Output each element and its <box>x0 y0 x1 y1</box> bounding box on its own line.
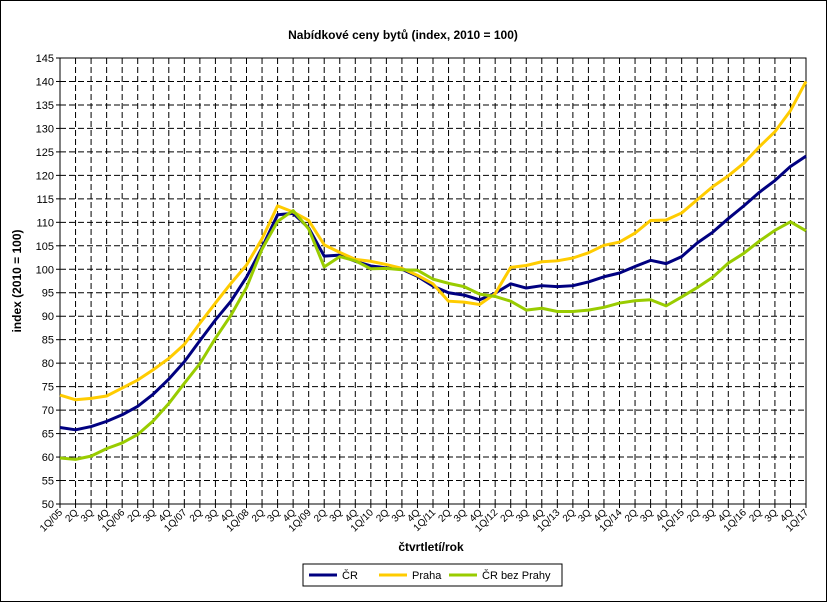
y-tick-label: 60 <box>42 452 54 464</box>
y-tick-label: 140 <box>36 76 54 88</box>
grid <box>60 58 806 504</box>
x-tick-label: 1Q/05 <box>38 507 65 534</box>
series-line-2 <box>59 209 807 461</box>
x-tick-label: 3Q <box>141 507 158 524</box>
legend-label: Praha <box>412 570 442 582</box>
x-tick-label: 2Q <box>188 507 205 524</box>
x-tick-label: 2Q <box>685 507 702 524</box>
y-tick-label: 75 <box>42 382 54 394</box>
y-tick-label: 125 <box>36 147 54 159</box>
y-axis-ticks: 50 55 60 65 70 75 80 85 90 95 100 105 110 115 120 125 13… <box>36 53 60 511</box>
legend-label: ČR bez Prahy <box>482 569 551 582</box>
y-tick-label: 130 <box>36 123 54 135</box>
x-tick-label: 3Q <box>79 507 96 524</box>
y-tick-label: 80 <box>42 358 54 370</box>
y-tick-label: 55 <box>42 476 54 488</box>
y-tick-label: 145 <box>36 53 54 65</box>
chart-title: Nabídkové ceny bytů (index, 2010 = 100) <box>288 28 518 42</box>
y-tick-label: 115 <box>36 194 54 206</box>
x-tick-label: 2Q <box>436 507 453 524</box>
plot-area <box>59 57 808 505</box>
y-tick-label: 50 <box>42 499 54 511</box>
x-tick-label: 3Q <box>265 507 282 524</box>
y-tick-label: 85 <box>42 335 54 347</box>
series-line-0 <box>59 154 807 432</box>
legend-box <box>302 563 563 587</box>
x-tick-label: 3Q <box>452 507 469 524</box>
x-tick-label: 2Q <box>63 507 80 524</box>
x-tick-label: 2Q <box>747 507 764 524</box>
x-tick-label: 3Q <box>514 507 531 524</box>
x-tick-label: 3Q <box>576 507 593 524</box>
y-tick-label: 135 <box>36 100 54 112</box>
x-tick-label: 2Q <box>126 507 143 524</box>
x-axis-ticks: 1Q/052Q3Q4Q1Q/062Q3Q4Q1Q/072Q3Q4Q1Q/082Q… <box>38 504 811 534</box>
legend: ČR Praha ČR bez Prahy <box>302 563 563 587</box>
x-tick-label: 3Q <box>701 507 718 524</box>
y-tick-label: 90 <box>42 311 54 323</box>
y-tick-label: 95 <box>42 288 54 300</box>
x-tick-label: 2Q <box>623 507 640 524</box>
x-tick-label: 2Q <box>499 507 516 524</box>
y-tick-label: 105 <box>36 241 54 253</box>
x-tick-label: 2Q <box>312 507 329 524</box>
x-axis-label: čtvrtletí/rok <box>398 540 464 554</box>
x-tick-label: 3Q <box>763 507 780 524</box>
legend-label: ČR <box>342 569 358 582</box>
x-tick-label: 2Q <box>374 507 391 524</box>
x-tick-label: 3Q <box>390 507 407 524</box>
y-axis-label: index (2010 = 100) <box>10 229 24 332</box>
y-tick-label: 100 <box>36 264 54 276</box>
series-lines <box>59 80 808 461</box>
x-tick-label: 3Q <box>638 507 655 524</box>
x-tick-label: 3Q <box>203 507 220 524</box>
x-tick-label: 2Q <box>250 507 267 524</box>
series-line-1 <box>59 80 808 402</box>
y-tick-label: 120 <box>36 170 54 182</box>
x-tick-label: 2Q <box>561 507 578 524</box>
y-tick-label: 65 <box>42 429 54 441</box>
y-tick-label: 70 <box>42 405 54 417</box>
x-tick-label: 3Q <box>328 507 345 524</box>
y-tick-label: 110 <box>36 217 54 229</box>
